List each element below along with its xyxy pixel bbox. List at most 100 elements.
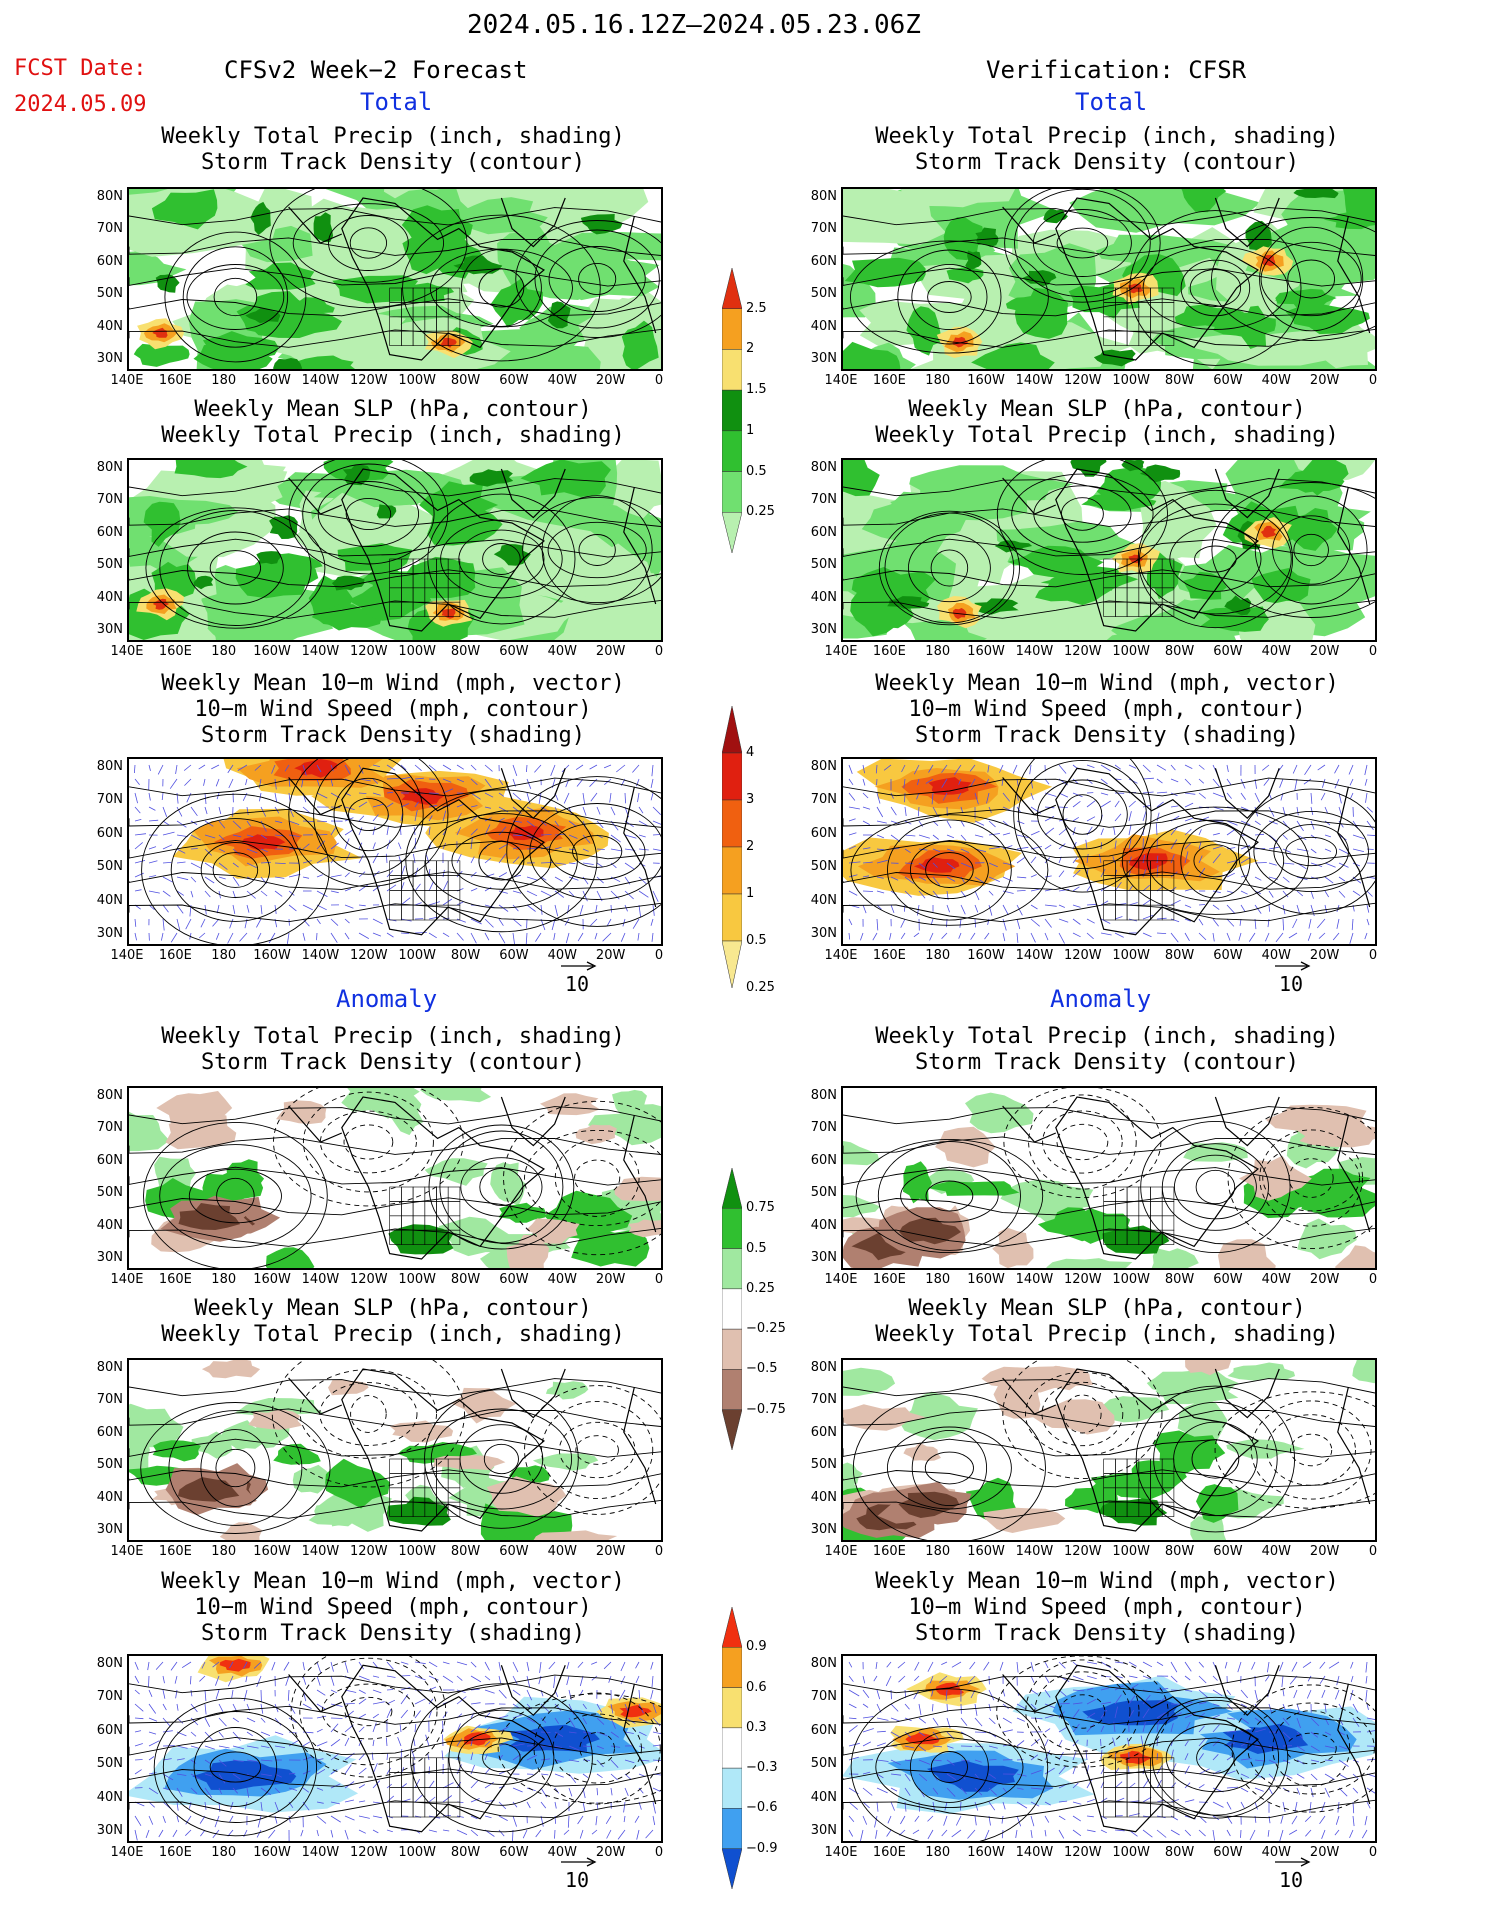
lon-tick-label: 140W xyxy=(1015,1272,1054,1287)
lon-tick-label: 60W xyxy=(499,1544,529,1559)
lon-tick-label: 60W xyxy=(499,373,529,388)
lon-tick-label: 0 xyxy=(1368,644,1378,659)
lon-tick-label: 140E xyxy=(824,373,858,388)
lon-tick-label: 180 xyxy=(925,373,951,388)
lat-tick-label: 60N xyxy=(810,524,837,540)
lat-tick-label: 70N xyxy=(810,1120,837,1136)
lon-tick-label: 140W xyxy=(1015,1544,1054,1559)
colorbar-tick-label: 0.5 xyxy=(746,933,767,948)
lat-tick-label: 40N xyxy=(810,892,837,908)
lon-tick-label: 20W xyxy=(1309,1544,1340,1559)
lon-tick-label: 80W xyxy=(1164,644,1195,659)
colorbar-tick-label: 0.25 xyxy=(746,504,775,520)
lat-tick-label: 80N xyxy=(96,460,123,475)
forecast-total-wind-title: Weekly Mean 10−m Wind (mph, vector) 10−m… xyxy=(161,671,625,748)
forecast-total-wind-map xyxy=(127,757,663,946)
lat-tick-label: 70N xyxy=(810,1689,837,1705)
lon-tick-label: 60W xyxy=(499,948,529,963)
lat-tick-label: 40N xyxy=(96,1489,123,1505)
lon-tick-label: 100W xyxy=(398,1544,436,1559)
lon-tick-label: 160E xyxy=(872,644,906,659)
lat-tick-label: 40N xyxy=(810,1789,837,1805)
lat-tick-label: 40N xyxy=(810,1489,837,1505)
vector-reference-arrow xyxy=(561,1857,597,1867)
lon-tick-label: 40W xyxy=(1261,1845,1291,1860)
lon-tick-label: 80W xyxy=(450,373,481,388)
lon-tick-label: 140W xyxy=(301,1272,340,1287)
lon-tick-label: 180 xyxy=(211,948,237,963)
verification-anomaly-wind-title: Weekly Mean 10−m Wind (mph, vector) 10−m… xyxy=(875,1569,1339,1646)
lat-tick-label: 30N xyxy=(810,351,837,366)
verification-total-slp-title: Weekly Mean SLP (hPa, contour) Weekly To… xyxy=(875,397,1339,448)
lon-tick-label: 80W xyxy=(1164,1272,1195,1287)
lat-tick-label: 30N xyxy=(96,926,123,941)
lon-tick-label: 40W xyxy=(547,948,577,963)
colorbar-tick-label: 1.5 xyxy=(746,382,767,398)
left-total-label: Total xyxy=(360,88,433,116)
colorbar-tick-label: −0.5 xyxy=(746,1361,778,1377)
forecast-anomaly-slp-map xyxy=(127,1358,663,1542)
lat-tick-label: 50N xyxy=(810,557,837,573)
lon-tick-label: 120W xyxy=(349,373,388,388)
lon-tick-label: 60W xyxy=(1213,1544,1243,1559)
lon-tick-label: 0 xyxy=(654,1845,664,1860)
lon-tick-label: 80W xyxy=(1164,1544,1195,1559)
lon-tick-label: 80W xyxy=(450,948,481,963)
verification-total-precip-map xyxy=(841,187,1377,371)
lon-tick-label: 140W xyxy=(301,1544,340,1559)
lon-tick-label: 160W xyxy=(253,373,291,388)
colorbar-tick-label: 4 xyxy=(746,745,755,760)
lon-tick-label: 140W xyxy=(301,373,340,388)
lat-tick-label: 70N xyxy=(96,492,123,508)
verification-anomaly-slp-map xyxy=(841,1358,1377,1542)
lat-tick-label: 60N xyxy=(810,825,837,841)
lon-tick-label: 0 xyxy=(654,373,664,388)
lon-tick-label: 100W xyxy=(1112,373,1150,388)
lon-tick-label: 140E xyxy=(824,1272,858,1287)
lon-tick-label: 40W xyxy=(1261,1544,1291,1559)
lon-tick-label: 160E xyxy=(158,1272,192,1287)
lon-tick-label: 160W xyxy=(253,1272,291,1287)
lon-tick-label: 100W xyxy=(398,644,436,659)
lon-tick-label: 40W xyxy=(1261,373,1291,388)
lat-tick-label: 30N xyxy=(96,1522,123,1537)
lon-tick-label: 40W xyxy=(1261,1272,1291,1287)
lon-tick-label: 180 xyxy=(925,1544,951,1559)
lat-tick-label: 80N xyxy=(96,759,123,774)
forecast-total-slp-title: Weekly Mean SLP (hPa, contour) Weekly To… xyxy=(161,397,625,448)
lon-tick-label: 140E xyxy=(110,1272,144,1287)
colorbar-tick-label: 1 xyxy=(746,886,755,901)
lon-tick-label: 60W xyxy=(1213,948,1243,963)
lon-tick-label: 120W xyxy=(1063,948,1102,963)
lat-tick-label: 80N xyxy=(810,759,837,774)
colorbar-tick-label: 0.9 xyxy=(746,1639,767,1655)
lon-tick-label: 20W xyxy=(595,1544,626,1559)
lon-tick-label: 100W xyxy=(1112,1544,1150,1559)
colorbar-tick-label: 2 xyxy=(746,341,755,357)
lon-tick-label: 20W xyxy=(1309,1845,1340,1860)
lon-tick-label: 80W xyxy=(450,1544,481,1559)
lon-tick-label: 60W xyxy=(1213,644,1243,659)
lon-tick-label: 40W xyxy=(547,1272,577,1287)
lon-tick-label: 160W xyxy=(253,1845,291,1860)
lon-tick-label: 180 xyxy=(925,948,951,963)
colorbar-tick-label: 2.5 xyxy=(746,300,767,316)
lon-tick-label: 120W xyxy=(349,1845,388,1860)
lat-tick-label: 50N xyxy=(810,859,837,875)
lat-tick-label: 60N xyxy=(810,1424,837,1440)
fcst-date-value: 2024.05.09 xyxy=(14,92,147,117)
period-title: 2024.05.16.12Z—2024.05.23.06Z xyxy=(467,10,921,40)
lon-tick-label: 160E xyxy=(872,373,906,388)
lon-tick-label: 180 xyxy=(211,1272,237,1287)
lon-tick-label: 100W xyxy=(1112,948,1150,963)
lat-tick-label: 60N xyxy=(96,524,123,540)
lon-tick-label: 60W xyxy=(499,1845,529,1860)
lon-tick-label: 140E xyxy=(824,948,858,963)
lat-tick-label: 60N xyxy=(96,1152,123,1168)
lon-tick-label: 160E xyxy=(872,1845,906,1860)
lon-tick-label: 160E xyxy=(158,644,192,659)
lon-tick-label: 20W xyxy=(1309,948,1340,963)
lon-tick-label: 100W xyxy=(1112,1272,1150,1287)
lon-tick-label: 80W xyxy=(1164,948,1195,963)
lon-tick-label: 140E xyxy=(824,1845,858,1860)
